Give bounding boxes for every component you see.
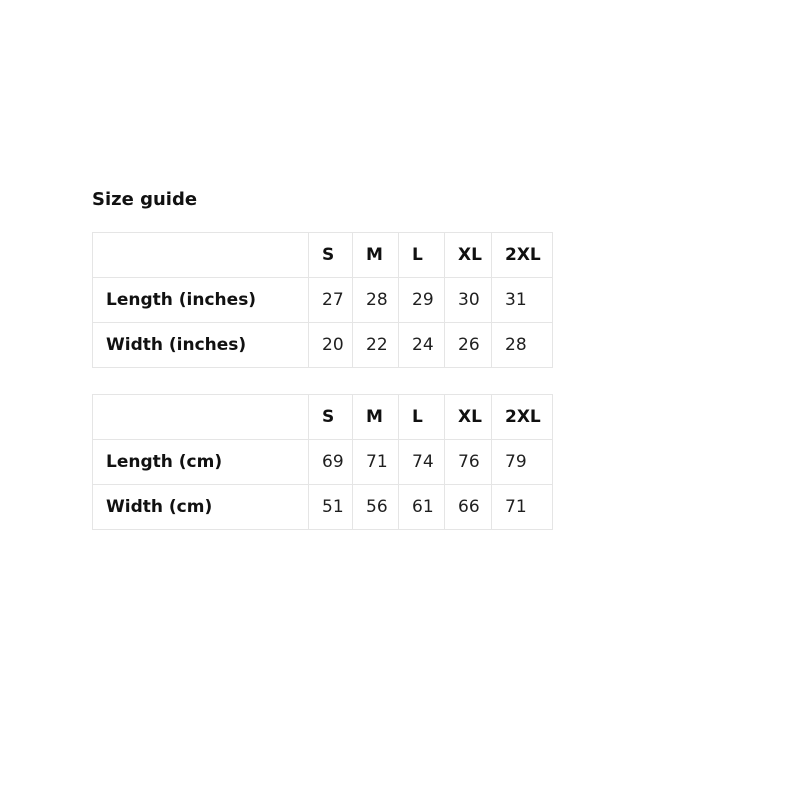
size-value-cell: 30 [444, 277, 492, 323]
row-label-length-cm: Length (cm) [92, 439, 309, 485]
size-value-cell: 74 [398, 439, 445, 485]
size-table-cm: S M L XL 2XL Length (cm) 69 71 74 76 79 … [92, 394, 553, 530]
size-value-cell: 66 [444, 484, 492, 530]
col-header-l: L [398, 394, 445, 440]
size-value-cell: 20 [308, 322, 353, 368]
table-row: Length (cm) 69 71 74 76 79 [92, 439, 553, 485]
col-header-s: S [308, 394, 353, 440]
size-value-cell: 71 [352, 439, 399, 485]
size-value-cell: 76 [444, 439, 492, 485]
size-value-cell: 29 [398, 277, 445, 323]
size-value-cell: 26 [444, 322, 492, 368]
size-value-cell: 28 [352, 277, 399, 323]
col-header-m: M [352, 394, 399, 440]
size-table-inches: S M L XL 2XL Length (inches) 27 28 29 30… [92, 232, 553, 368]
col-header-m: M [352, 232, 399, 278]
table-row: Width (inches) 20 22 24 26 28 [92, 322, 553, 368]
size-value-cell: 71 [491, 484, 553, 530]
size-value-cell: 51 [308, 484, 353, 530]
table-header-row: S M L XL 2XL [92, 232, 553, 278]
col-header-xl: XL [444, 232, 492, 278]
size-value-cell: 69 [308, 439, 353, 485]
col-header-xl: XL [444, 394, 492, 440]
corner-cell [92, 232, 309, 278]
col-header-2xl: 2XL [491, 394, 553, 440]
table-row: Length (inches) 27 28 29 30 31 [92, 277, 553, 323]
size-value-cell: 24 [398, 322, 445, 368]
size-value-cell: 61 [398, 484, 445, 530]
size-value-cell: 28 [491, 322, 553, 368]
size-value-cell: 79 [491, 439, 553, 485]
col-header-2xl: 2XL [491, 232, 553, 278]
col-header-l: L [398, 232, 445, 278]
table-row: Width (cm) 51 56 61 66 71 [92, 484, 553, 530]
size-value-cell: 56 [352, 484, 399, 530]
row-label-width-cm: Width (cm) [92, 484, 309, 530]
size-value-cell: 31 [491, 277, 553, 323]
table-header-row: S M L XL 2XL [92, 394, 553, 440]
row-label-length-inches: Length (inches) [92, 277, 309, 323]
row-label-width-inches: Width (inches) [92, 322, 309, 368]
size-value-cell: 27 [308, 277, 353, 323]
col-header-s: S [308, 232, 353, 278]
size-value-cell: 22 [352, 322, 399, 368]
size-guide-heading: Size guide [92, 189, 198, 210]
corner-cell [92, 394, 309, 440]
